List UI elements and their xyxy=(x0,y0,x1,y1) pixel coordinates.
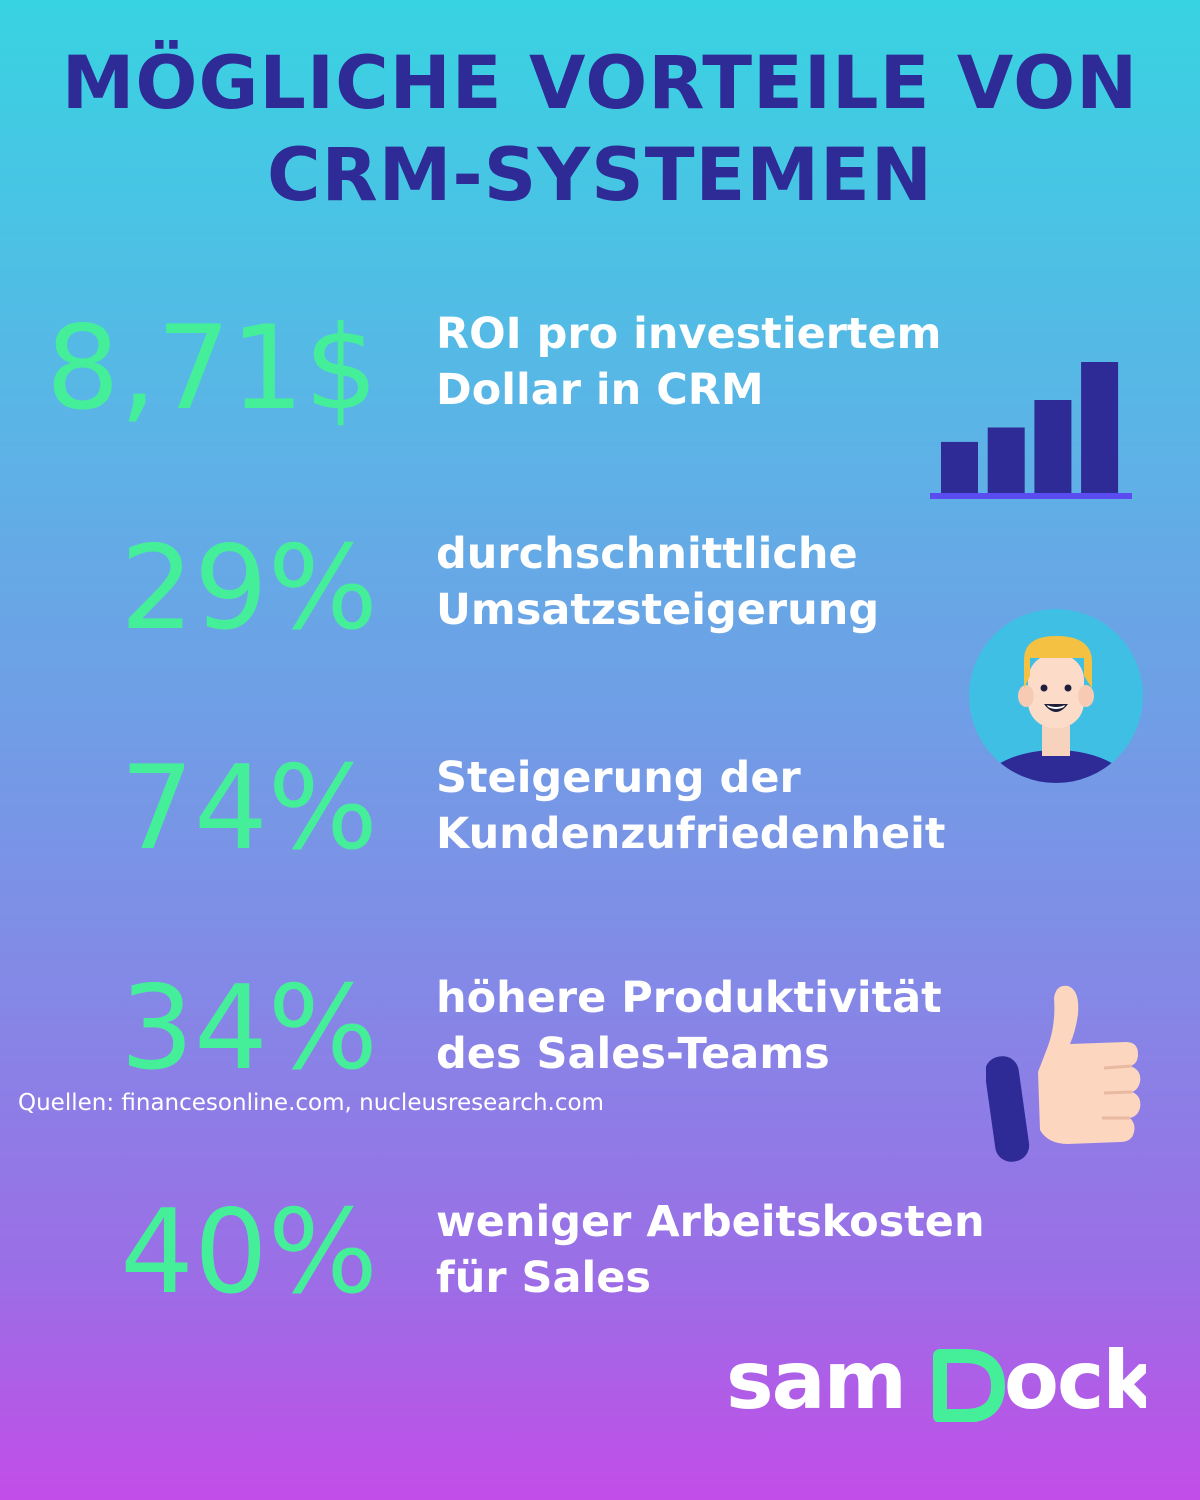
bar-chart-baseline xyxy=(930,493,1132,499)
bar-chart-bar-3 xyxy=(1034,399,1072,493)
stat-value-satisfaction: 74% xyxy=(120,741,378,876)
stat-value-roi: 8,71$ xyxy=(45,301,378,436)
stat-desc-revenue: durchschnittliche Umsatzsteigerung xyxy=(436,526,879,638)
avatar-face xyxy=(1028,654,1084,728)
stat-desc-costs-line-1: weniger Arbeitskosten xyxy=(436,1197,985,1247)
title-line-2: CRM-SYSTEMEN xyxy=(266,133,933,218)
samdock-logo: sam ock xyxy=(726,1342,1146,1422)
stat-desc-costs: weniger Arbeitskosten für Sales xyxy=(436,1194,985,1306)
stat-desc-satisfaction-line-1: Steigerung der xyxy=(436,753,801,803)
page-title: MÖGLICHE VORTEILE VON CRM-SYSTEMEN xyxy=(0,38,1200,222)
bar-chart-icon xyxy=(930,362,1132,499)
sources-text: Quellen: financesonline.com, nucleusrese… xyxy=(18,1090,604,1116)
stat-desc-satisfaction-line-2: Kundenzufriedenheit xyxy=(436,809,946,859)
avatar-hair xyxy=(1024,636,1092,688)
stat-value-costs: 40% xyxy=(120,1185,378,1320)
stat-desc-roi: ROI pro investiertem Dollar in CRM xyxy=(436,306,941,418)
stat-desc-productivity-line-1: höhere Produktivität xyxy=(436,973,942,1023)
bar-chart-bar-2 xyxy=(987,427,1025,493)
thumbs-up-hand xyxy=(1038,985,1141,1144)
stat-value-revenue: 29% xyxy=(120,521,378,656)
stat-desc-revenue-line-2: Umsatzsteigerung xyxy=(436,585,880,635)
logo-d-accent xyxy=(933,1349,1005,1422)
thumbs-up-icon xyxy=(986,985,1141,1162)
bar-chart-bar-1 xyxy=(941,441,978,493)
stat-desc-productivity-line-2: des Sales-Teams xyxy=(436,1029,830,1079)
title-line-1: MÖGLICHE VORTEILE VON xyxy=(61,41,1139,126)
customer-avatar-icon xyxy=(969,609,1143,783)
stat-value-productivity: 34% xyxy=(120,961,378,1096)
thumbs-up-sleeve xyxy=(986,1056,1030,1162)
stat-desc-roi-line-2: Dollar in CRM xyxy=(436,365,764,415)
stat-desc-satisfaction: Steigerung der Kundenzufriedenheit xyxy=(436,750,945,862)
stat-desc-productivity: höhere Produktivität des Sales-Teams xyxy=(436,970,942,1082)
bar-chart-bar-4 xyxy=(1081,362,1119,493)
svg-text:sam: sam xyxy=(726,1342,905,1422)
stat-desc-costs-line-2: für Sales xyxy=(436,1253,651,1303)
avatar-shirt xyxy=(976,750,1136,783)
svg-text:ock: ock xyxy=(1004,1342,1146,1422)
stat-desc-revenue-line-1: durchschnittliche xyxy=(436,529,858,579)
stat-desc-roi-line-1: ROI pro investiertem xyxy=(436,309,942,359)
